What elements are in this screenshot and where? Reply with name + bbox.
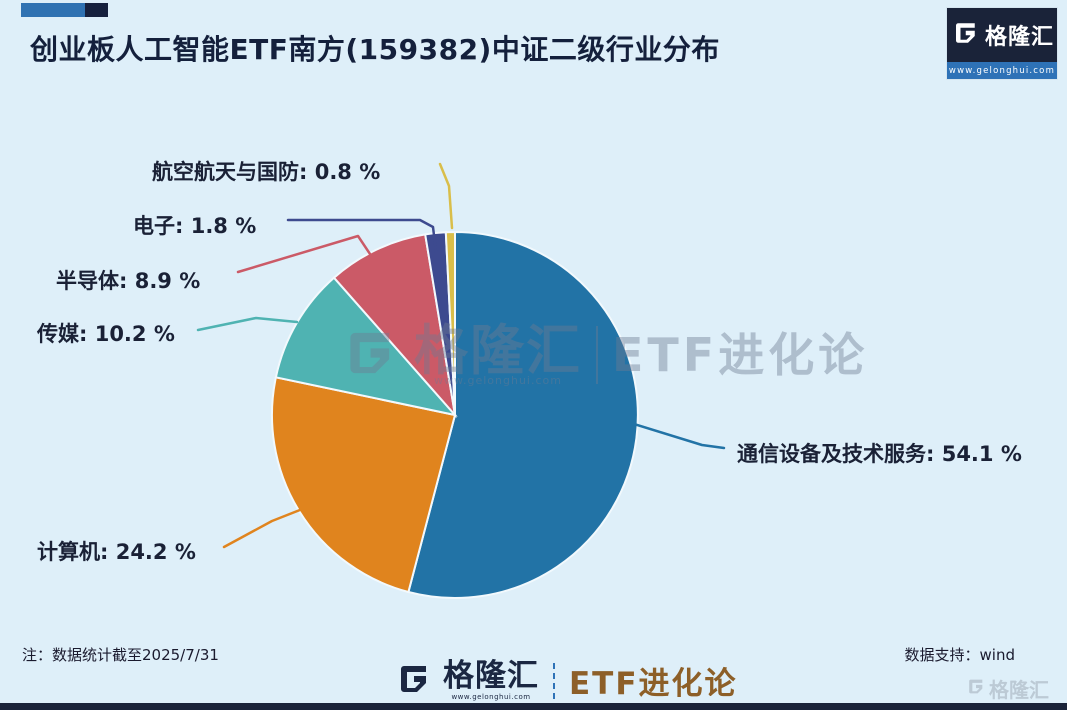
footer-brand: 格隆汇	[443, 657, 539, 694]
pie-label-semis: 半导体: 8.9 %	[56, 269, 201, 293]
brand-url-strip: www.gelonghui.com	[947, 62, 1057, 79]
pie-label-electronics: 电子: 1.8 %	[133, 214, 257, 238]
footer-g-icon	[393, 659, 433, 703]
pie-label-media: 传媒: 10.2 %	[37, 322, 175, 346]
header-accent-bar-navy	[85, 3, 108, 17]
header-accent-bar-blue	[21, 3, 85, 17]
corner-watermark-text: 格隆汇	[989, 678, 1049, 702]
pie-slices	[271, 230, 639, 599]
pie-label-aerospace: 航空航天与国防: 0.8 %	[152, 160, 381, 184]
footer-brand-url: www.gelonghui.com	[451, 692, 531, 701]
bottom-accent-bar	[0, 703, 1067, 710]
leader-line-telecom	[632, 422, 726, 450]
pie-slice	[332, 233, 457, 419]
pie-label-telecom: 通信设备及技术服务: 54.1 %	[737, 442, 1022, 466]
data-support-label: 数据支持：wind	[904, 646, 1015, 664]
pie-slice	[407, 230, 639, 599]
corner-watermark: 格隆汇	[965, 674, 1049, 703]
leader-line-aerospace	[438, 162, 454, 230]
leader-line-computer	[222, 506, 307, 549]
brand-url: www.gelonghui.com	[948, 65, 1056, 76]
brand-g-icon	[950, 18, 980, 52]
leader-line-semis	[236, 234, 374, 274]
footer-divider	[553, 662, 555, 699]
brand-logo: 格隆汇 www.gelonghui.com	[947, 8, 1057, 79]
brand-name: 格隆汇	[984, 25, 1054, 50]
footer-brand-lockup: 格隆汇 www.gelonghui.com ETF进化论	[393, 658, 738, 703]
leader-line-media	[196, 316, 299, 332]
corner-g-icon	[965, 676, 986, 702]
chart-title: 创业板人工智能ETF南方(159382)中证二级行业分布	[30, 33, 720, 66]
pie-label-computer: 计算机: 24.2 %	[37, 540, 196, 564]
footer-series: ETF进化论	[569, 666, 738, 702]
footnote: 注：数据统计截至2025/7/31	[22, 646, 219, 664]
pie-slice	[444, 230, 456, 416]
leader-line-electronics	[286, 218, 438, 254]
